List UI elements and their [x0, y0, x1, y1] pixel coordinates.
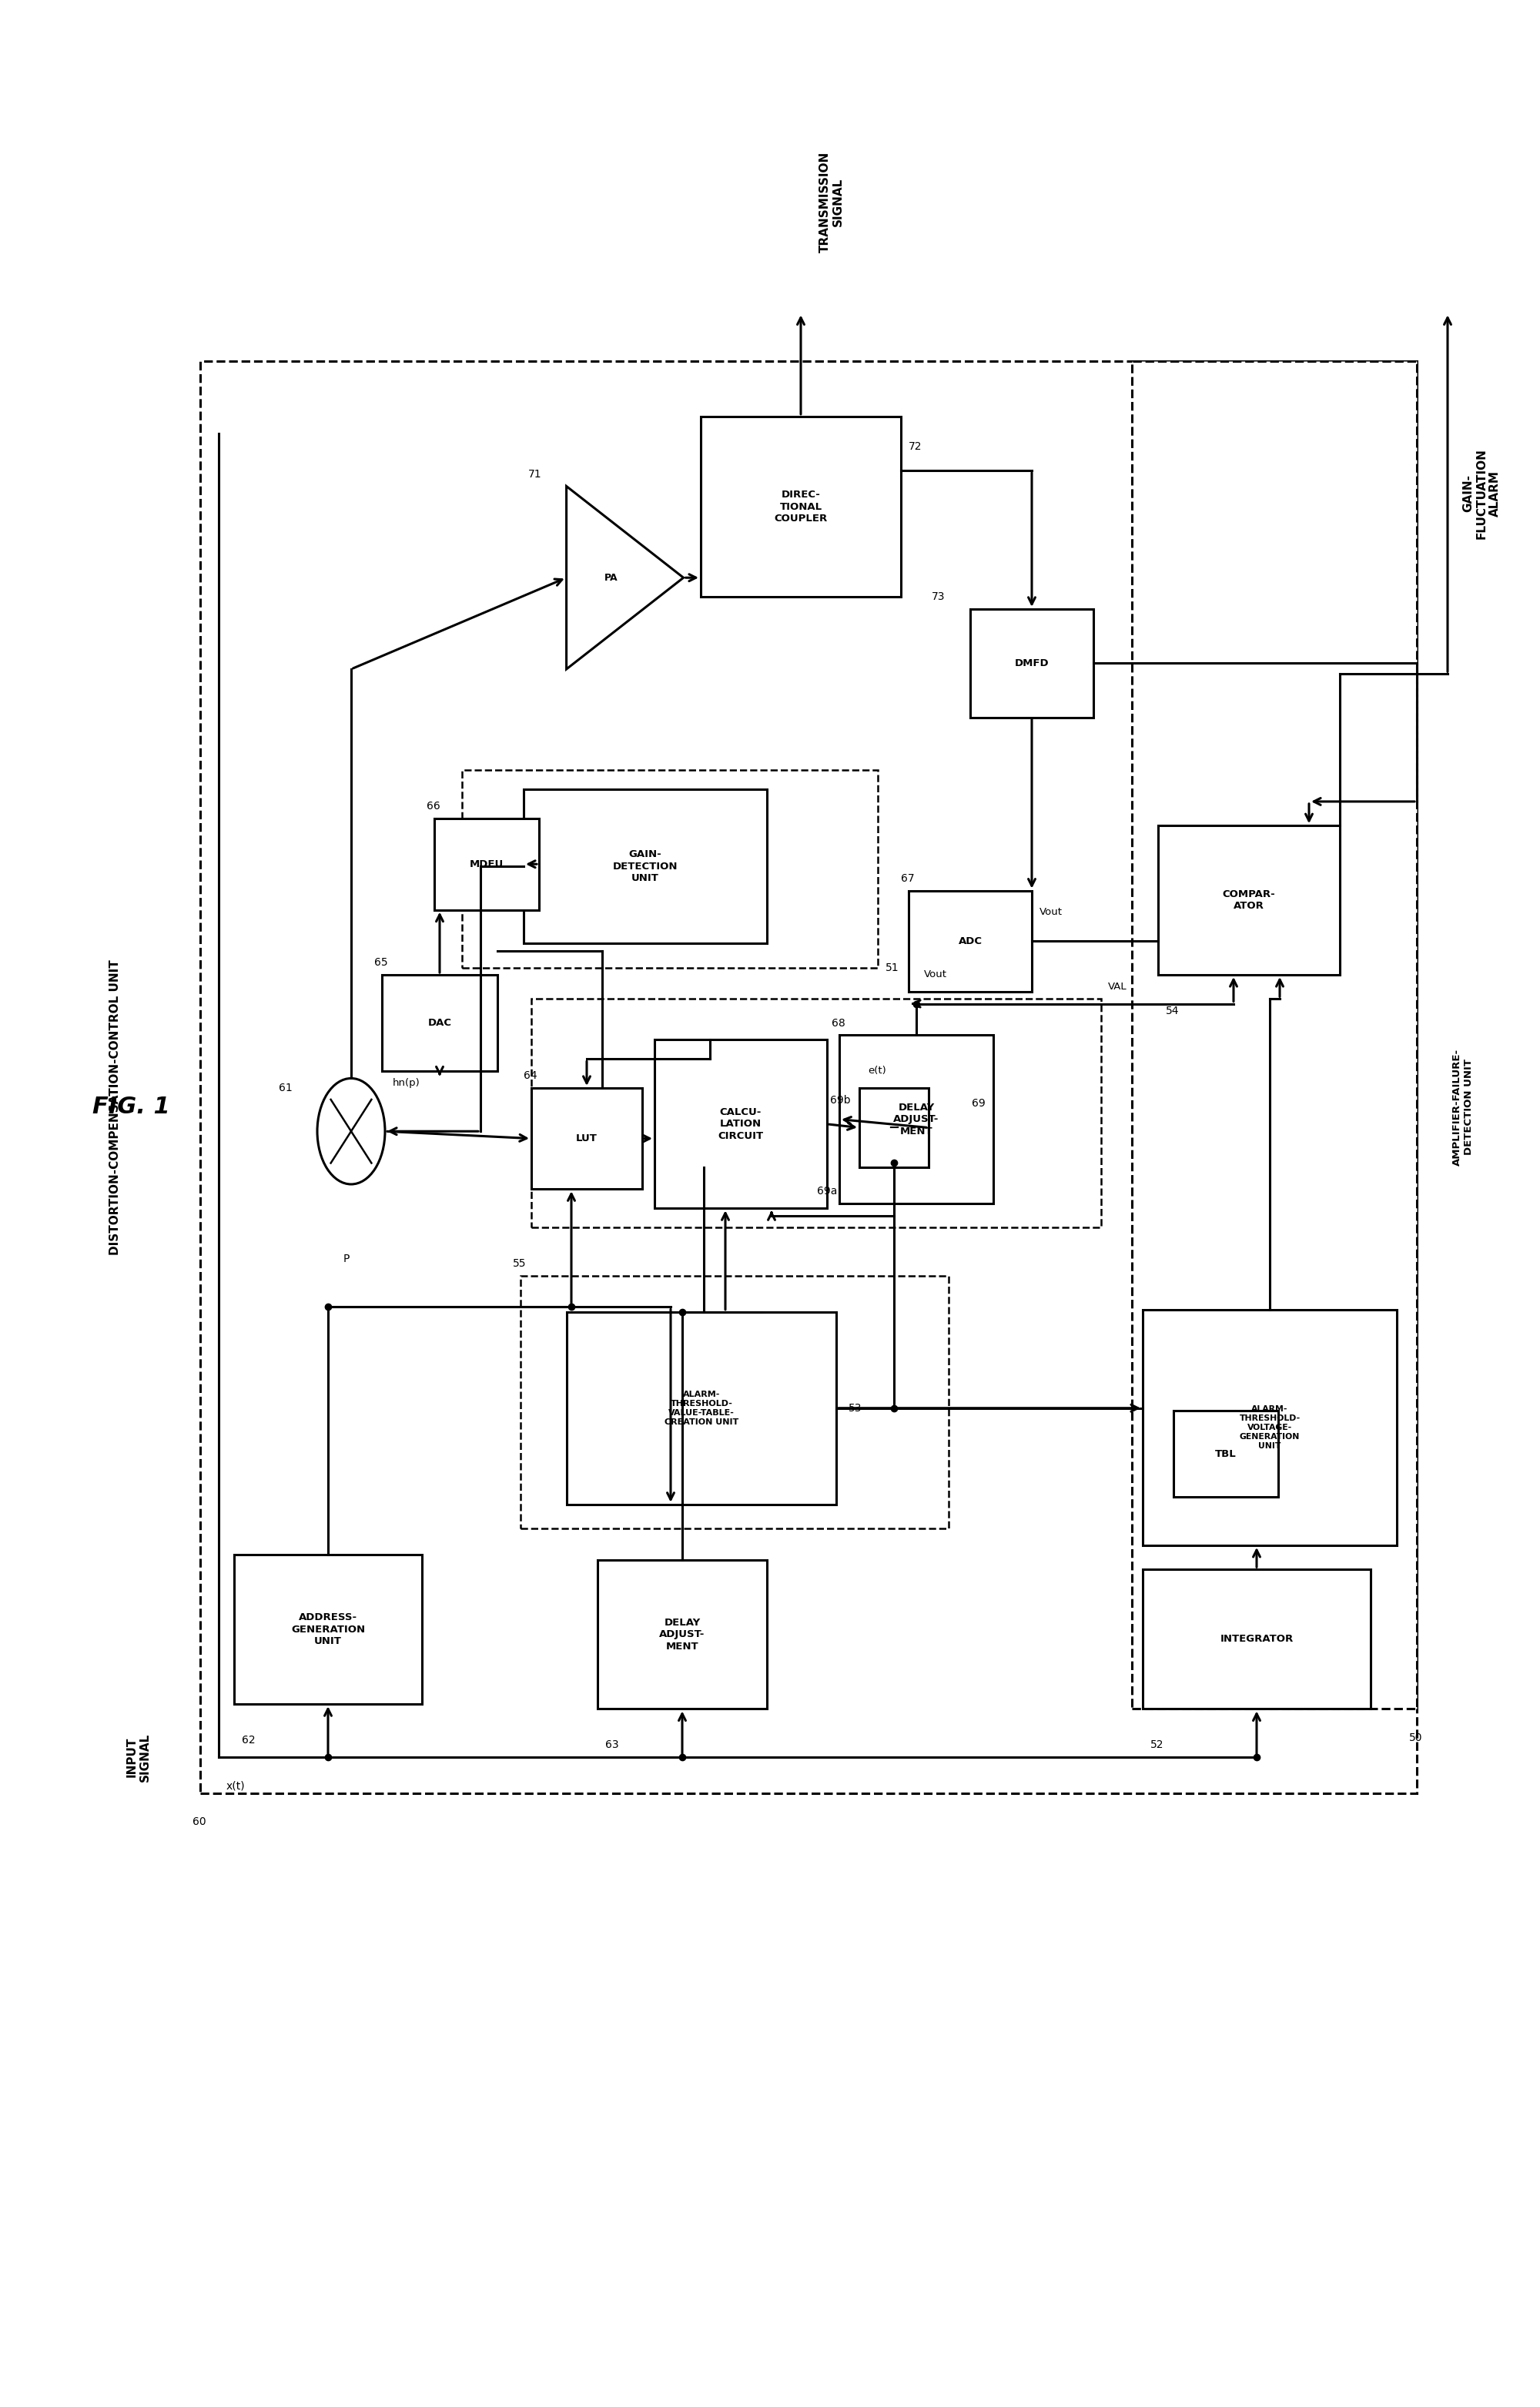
Text: 69: 69 [972, 1098, 986, 1110]
Text: DMFD: DMFD [1015, 657, 1049, 669]
FancyBboxPatch shape [531, 1088, 642, 1189]
Text: 50: 50 [1409, 1733, 1423, 1743]
Text: CALCU-
LATION
CIRCUIT: CALCU- LATION CIRCUIT [718, 1107, 764, 1141]
Text: TBL: TBL [1215, 1449, 1237, 1459]
Text: FIG. 1: FIG. 1 [92, 1095, 169, 1119]
Text: 72: 72 [909, 440, 922, 453]
Text: 53: 53 [849, 1403, 862, 1413]
Text: INPUT
SIGNAL: INPUT SIGNAL [126, 1733, 151, 1781]
Text: Vout: Vout [924, 970, 947, 980]
FancyBboxPatch shape [598, 1560, 767, 1709]
Text: DELAY
ADJUST-
MENT: DELAY ADJUST- MENT [893, 1102, 939, 1136]
FancyBboxPatch shape [701, 416, 901, 597]
FancyBboxPatch shape [839, 1035, 993, 1204]
Text: 64: 64 [524, 1071, 537, 1081]
Text: AMPLIFIER-FAILURE-
DETECTION UNIT: AMPLIFIER-FAILURE- DETECTION UNIT [1452, 1049, 1474, 1165]
FancyBboxPatch shape [1143, 1569, 1371, 1709]
Text: 68: 68 [832, 1018, 845, 1028]
FancyBboxPatch shape [1173, 1411, 1278, 1497]
Text: MDFU: MDFU [470, 859, 504, 869]
Text: 65: 65 [374, 958, 388, 968]
FancyBboxPatch shape [524, 789, 767, 944]
Text: ADDRESS-
GENERATION
UNIT: ADDRESS- GENERATION UNIT [291, 1613, 365, 1646]
Text: INTEGRATOR: INTEGRATOR [1220, 1634, 1294, 1644]
FancyBboxPatch shape [200, 361, 1417, 1793]
FancyBboxPatch shape [234, 1555, 422, 1704]
Text: DAC: DAC [428, 1018, 451, 1028]
Text: −: − [889, 1122, 899, 1134]
Text: 63: 63 [605, 1740, 619, 1750]
Text: ADC: ADC [958, 936, 983, 946]
Text: ALARM-
THRESHOLD-
VALUE-TABLE-
CREATION UNIT: ALARM- THRESHOLD- VALUE-TABLE- CREATION … [664, 1391, 739, 1425]
FancyBboxPatch shape [970, 609, 1093, 717]
Text: DELAY
ADJUST-
MENT: DELAY ADJUST- MENT [659, 1618, 705, 1651]
FancyBboxPatch shape [531, 999, 1101, 1228]
Text: 60: 60 [192, 1817, 206, 1827]
Text: hn(p): hn(p) [393, 1078, 420, 1088]
FancyBboxPatch shape [434, 818, 539, 910]
Text: 62: 62 [242, 1735, 256, 1745]
Text: 61: 61 [279, 1083, 293, 1093]
FancyBboxPatch shape [909, 891, 1032, 992]
FancyBboxPatch shape [521, 1276, 949, 1528]
FancyBboxPatch shape [1158, 826, 1340, 975]
Text: TRANSMISSION
SIGNAL: TRANSMISSION SIGNAL [819, 152, 844, 253]
Text: PA: PA [605, 573, 618, 582]
Text: Vout: Vout [1040, 907, 1063, 917]
Text: 55: 55 [513, 1259, 527, 1268]
FancyBboxPatch shape [567, 1312, 836, 1504]
FancyBboxPatch shape [462, 770, 878, 968]
Text: GAIN-
DETECTION
UNIT: GAIN- DETECTION UNIT [613, 850, 678, 883]
Text: 52: 52 [1150, 1740, 1164, 1750]
Text: x(t): x(t) [226, 1781, 245, 1791]
Text: COMPAR-
ATOR: COMPAR- ATOR [1223, 888, 1275, 912]
Text: 54: 54 [1166, 1006, 1180, 1016]
Text: e(t): e(t) [869, 1066, 887, 1076]
Text: 66: 66 [427, 802, 440, 811]
Text: DIREC-
TIONAL
COUPLER: DIREC- TIONAL COUPLER [775, 489, 827, 525]
Text: VAL: VAL [1109, 982, 1127, 992]
Text: GAIN-
FLUCTUATION
ALARM: GAIN- FLUCTUATION ALARM [1463, 448, 1500, 539]
Text: 67: 67 [901, 874, 915, 883]
Text: ALARM-
THRESHOLD-
VOLTAGE-
GENERATION
UNIT: ALARM- THRESHOLD- VOLTAGE- GENERATION UN… [1240, 1406, 1300, 1449]
FancyBboxPatch shape [859, 1088, 929, 1167]
FancyBboxPatch shape [1132, 361, 1417, 1709]
Text: 71: 71 [528, 469, 542, 479]
Text: 51: 51 [886, 963, 899, 972]
FancyBboxPatch shape [1143, 1309, 1397, 1545]
FancyBboxPatch shape [382, 975, 497, 1071]
Text: DISTORTION-COMPENSATION-CONTROL UNIT: DISTORTION-COMPENSATION-CONTROL UNIT [109, 960, 122, 1254]
Text: P: P [343, 1254, 350, 1264]
FancyBboxPatch shape [654, 1040, 827, 1208]
Text: LUT: LUT [576, 1134, 598, 1143]
Text: 69b: 69b [830, 1095, 850, 1105]
Text: 73: 73 [932, 592, 946, 602]
Text: 69a: 69a [816, 1187, 838, 1196]
